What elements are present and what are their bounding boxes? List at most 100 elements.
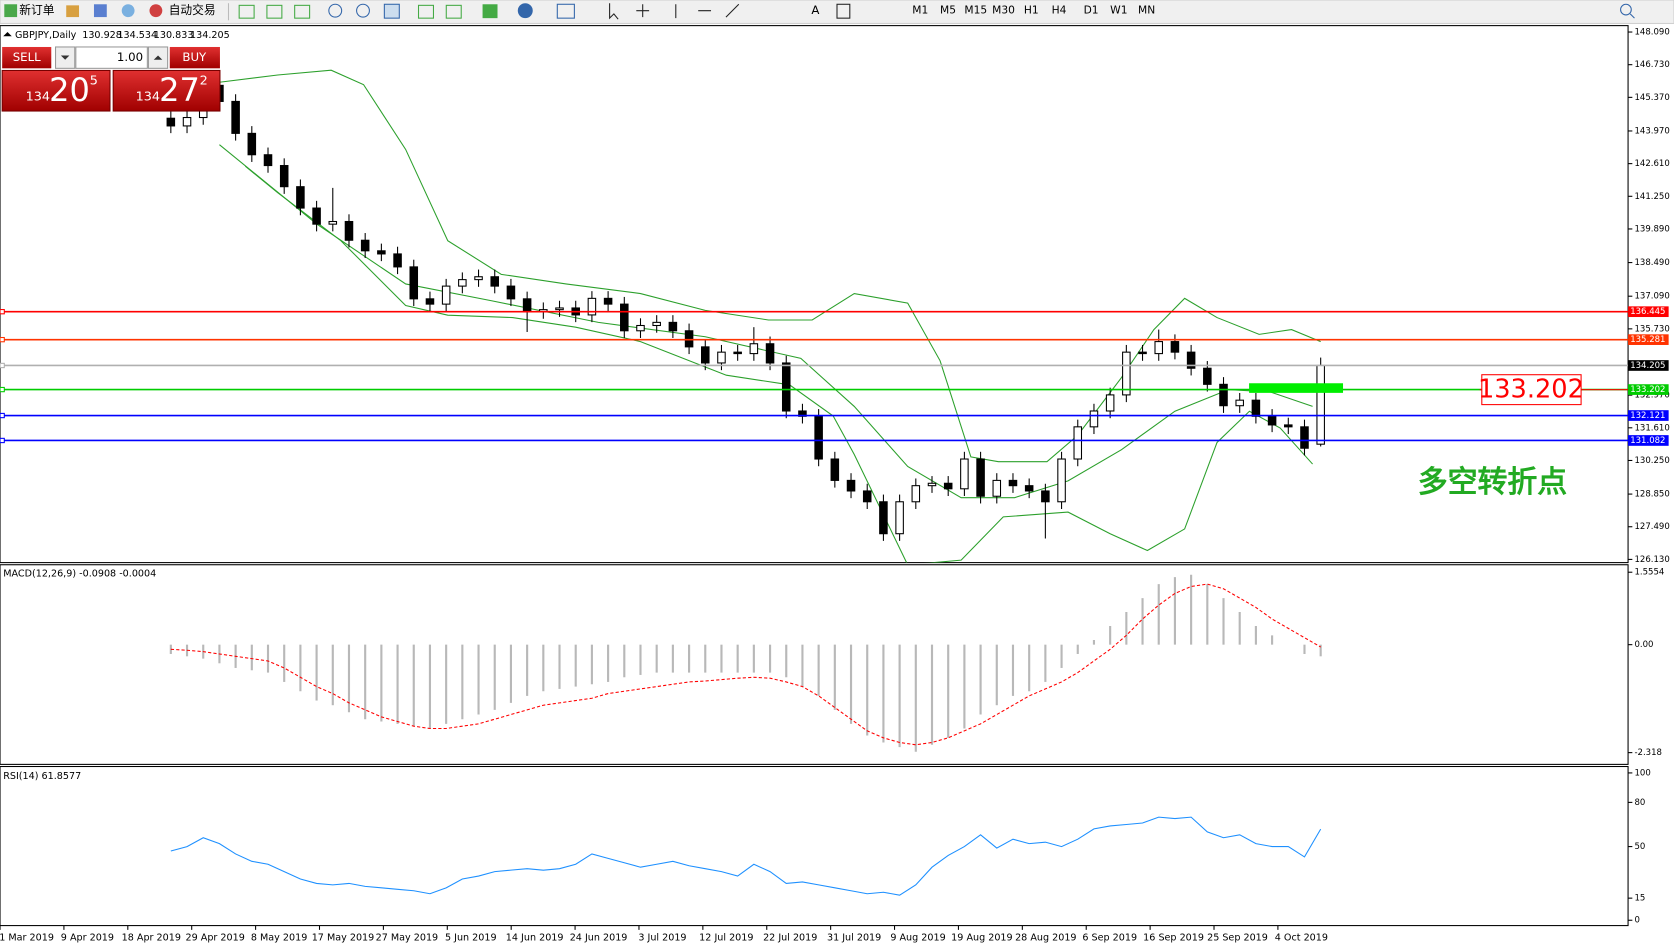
candle-body [1284, 424, 1293, 428]
candle-body [652, 321, 661, 327]
macd-signal [170, 583, 1321, 746]
candle-body [846, 479, 856, 492]
buy-price-big[interactable]: 134 [136, 90, 160, 105]
icon[interactable] [238, 4, 255, 19]
x-tick-label: 5 Jun 2019 [445, 932, 497, 943]
y-tick-label: 128.850 [1634, 490, 1669, 500]
candle-body [312, 207, 321, 225]
x-tick-label: 19 Aug 2019 [951, 932, 1012, 943]
candle-body [1024, 485, 1034, 492]
candle-body [1186, 351, 1196, 369]
new-order[interactable]: 新订单 [19, 3, 54, 17]
icon[interactable] [445, 4, 462, 19]
candle-body [1041, 490, 1050, 503]
candle-body [1089, 410, 1099, 428]
buy-price-fraction[interactable]: 2 [200, 74, 208, 89]
x-tick-label: 24 Jun 2019 [570, 932, 628, 943]
search[interactable] [1629, 13, 1635, 19]
sell-price-big[interactable]: 134 [26, 90, 50, 105]
templates[interactable] [556, 3, 575, 19]
icon[interactable] [294, 4, 311, 19]
candle-body [895, 501, 904, 535]
tile[interactable] [383, 3, 400, 19]
y-tick-label: 80 [1634, 798, 1645, 808]
period-button[interactable]: M5 [940, 4, 956, 17]
zoom-in[interactable] [328, 3, 343, 18]
buy-button[interactable] [169, 46, 220, 69]
macd-plot [169, 574, 1322, 752]
sell-label[interactable]: SELL [13, 50, 41, 64]
lot-input[interactable] [75, 46, 148, 69]
x-tick-label: 4 Oct 2019 [1275, 932, 1328, 943]
candle-body [1073, 426, 1083, 460]
sell-button[interactable] [2, 46, 52, 69]
candle-body [490, 276, 500, 287]
period-button[interactable]: H4 [1052, 4, 1067, 17]
candle-body [733, 351, 742, 355]
new-order-icon[interactable] [4, 4, 18, 18]
period-button[interactable]: M15 [964, 4, 987, 17]
lines[interactable] [675, 3, 740, 19]
y-tick-label: 132.970 [1634, 391, 1669, 401]
period-button[interactable]: D1 [1084, 4, 1099, 17]
rsi-plot [170, 816, 1322, 896]
candle-body [1316, 364, 1325, 445]
candle-body [425, 298, 435, 305]
icon[interactable] [417, 4, 434, 19]
level-price: 132.121 [1630, 411, 1665, 421]
sell-price-pips[interactable]: 20 [49, 71, 90, 109]
sell-price[interactable] [1, 69, 111, 112]
candle-body [749, 343, 759, 355]
y-tick-label: 139.890 [1634, 224, 1669, 234]
level-price-box [1628, 334, 1669, 345]
sell-price-fraction[interactable]: 5 [90, 74, 98, 89]
candle-body [474, 276, 483, 281]
icon[interactable] [266, 4, 283, 19]
search[interactable] [1620, 3, 1632, 16]
auto-trading[interactable]: 自动交易 [169, 3, 216, 17]
buy-price-pips[interactable]: 27 [159, 71, 200, 109]
period-button[interactable]: M30 [992, 4, 1015, 17]
crosshair[interactable] [636, 4, 650, 18]
period-button[interactable]: W1 [1110, 4, 1127, 17]
candle-body [393, 253, 402, 268]
candle-body [1170, 341, 1180, 353]
buy-price[interactable] [112, 69, 221, 112]
level-handle [0, 336, 5, 343]
buy-label[interactable]: BUY [182, 50, 207, 64]
period-button[interactable]: M1 [912, 4, 928, 17]
y-tick-label: 135.730 [1634, 324, 1669, 334]
auto-trading-icon[interactable] [149, 4, 163, 18]
candle-body [328, 220, 338, 225]
candle-body [279, 165, 289, 188]
x-tick-label: 16 Sep 2019 [1143, 932, 1204, 943]
rsi-title: RSI(14) 61.8577 [3, 771, 81, 782]
zoom-out[interactable] [356, 3, 370, 18]
label-tool[interactable] [836, 3, 851, 19]
candle-body [620, 303, 629, 332]
x-tick-label: 31 Jul 2019 [827, 932, 881, 943]
trade-panel: SELL 1.00 BUY 134 20 5 134 27 2 [1, 46, 221, 112]
x-tick-label: 3 Jul 2019 [638, 932, 686, 943]
indicators[interactable] [482, 4, 498, 19]
header-low: 130.833 [154, 30, 194, 41]
candle-body [1008, 479, 1018, 487]
x-tick-label: 9 Aug 2019 [890, 932, 945, 943]
periods-menu[interactable] [517, 3, 533, 19]
period-button[interactable]: MN [1138, 4, 1155, 17]
candle-body [1154, 341, 1164, 355]
level-price-box [1628, 410, 1669, 421]
collapse-arrow[interactable] [3, 32, 12, 37]
icon[interactable] [66, 5, 80, 18]
candle-body [603, 297, 613, 305]
icon[interactable] [93, 4, 107, 18]
text-tool[interactable]: A [811, 3, 819, 17]
price-panel [0, 25, 1629, 564]
candle-body [1105, 394, 1115, 412]
lot-value[interactable]: 1.00 [117, 50, 143, 64]
icon[interactable] [121, 4, 135, 18]
symbol-title: GBPJPY,Daily [15, 30, 77, 41]
period-button[interactable]: H1 [1024, 4, 1039, 17]
cursor[interactable] [609, 3, 619, 20]
candle-body [1219, 383, 1228, 407]
